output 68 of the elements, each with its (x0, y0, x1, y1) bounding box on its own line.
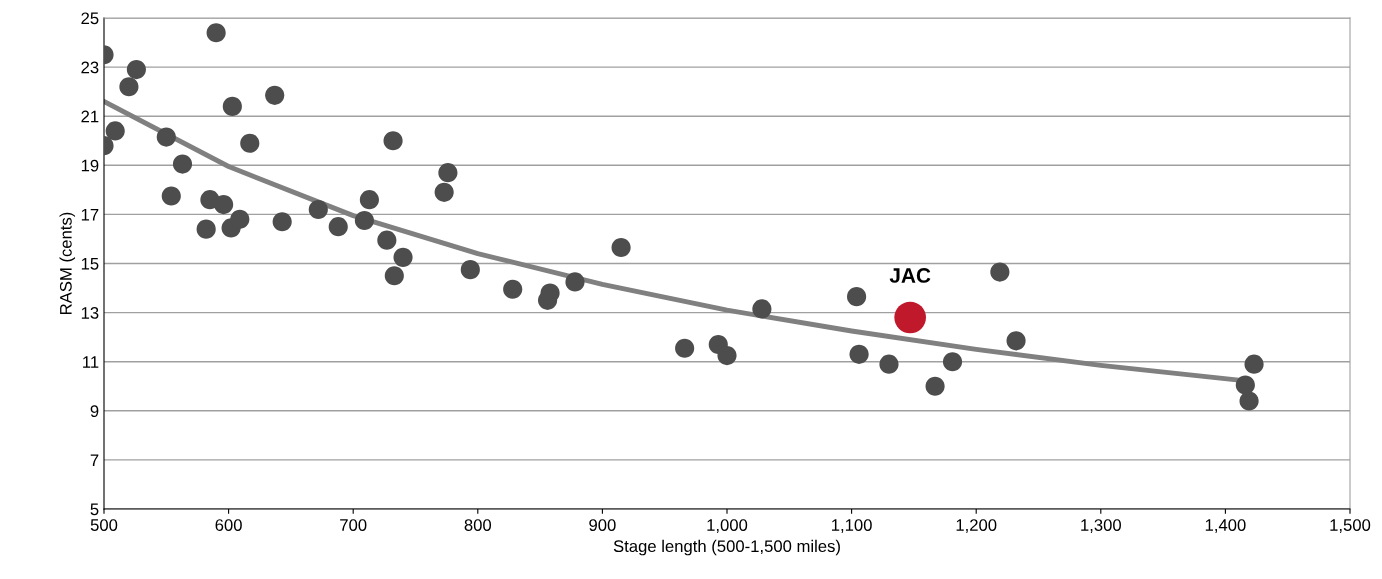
point (925, 376, 945, 396)
point (156, 127, 176, 147)
point (990, 262, 1010, 282)
point (942, 352, 963, 372)
x-tick-label: 1,200 (956, 519, 997, 533)
x-tick-label: 1,100 (832, 519, 872, 533)
point (611, 237, 631, 258)
point (383, 131, 403, 151)
x-tick-label: 1,300 (1081, 519, 1121, 533)
point (230, 209, 250, 229)
point (438, 163, 458, 183)
point (565, 272, 585, 292)
point (384, 266, 404, 286)
point (717, 345, 737, 366)
point (847, 287, 867, 307)
y-tick-label: 9 (90, 405, 99, 417)
y-tick-label: 7 (90, 454, 99, 466)
point (161, 186, 181, 206)
point (393, 247, 413, 267)
point (752, 299, 772, 319)
point (214, 195, 234, 215)
y-tick-label: 17 (81, 208, 99, 221)
point (894, 301, 926, 334)
point (119, 77, 139, 97)
x-tick-label: 1,000 (707, 519, 748, 533)
point (105, 121, 125, 141)
series-label: JAC (889, 268, 931, 283)
point (675, 338, 695, 358)
point (240, 133, 260, 153)
y-tick-label: 25 (81, 12, 99, 25)
point (308, 199, 328, 220)
point (354, 210, 374, 231)
point (222, 96, 242, 116)
y-tick-label: 21 (81, 110, 99, 123)
y-tick-label: 23 (81, 61, 99, 74)
y-tick-label: 19 (81, 159, 99, 172)
x-tick-label: 500 (90, 519, 118, 531)
point (434, 182, 454, 202)
point (206, 23, 226, 43)
x-tick-label: 700 (340, 519, 367, 531)
point (879, 354, 899, 374)
point (540, 283, 560, 303)
point (1235, 375, 1255, 395)
y-tick-label: 11 (83, 356, 99, 368)
point (377, 230, 397, 250)
x-tick-label: 1,400 (1205, 519, 1246, 533)
point (460, 260, 480, 280)
x-tick-label: 800 (464, 519, 492, 531)
x-tick-label: 1,500 (1330, 519, 1371, 533)
point (1239, 391, 1259, 411)
point (196, 219, 216, 239)
x-tick-label: 900 (589, 519, 616, 531)
point (503, 279, 523, 299)
point (172, 154, 193, 174)
y-tick-label: 5 (90, 503, 99, 516)
y-tick-label: 13 (81, 307, 99, 319)
point (328, 217, 348, 237)
point (272, 212, 292, 232)
point (1244, 354, 1264, 374)
point (359, 190, 379, 210)
point (265, 85, 285, 105)
point (849, 344, 869, 364)
point (1006, 331, 1026, 351)
x-tick-label: 600 (215, 519, 242, 531)
x-axis-title: Stage length (500-1,500 miles) (613, 539, 840, 556)
y-tick-label: 15 (81, 258, 99, 270)
y-axis-title: RASM (cents) (59, 212, 76, 314)
point (126, 59, 146, 80)
